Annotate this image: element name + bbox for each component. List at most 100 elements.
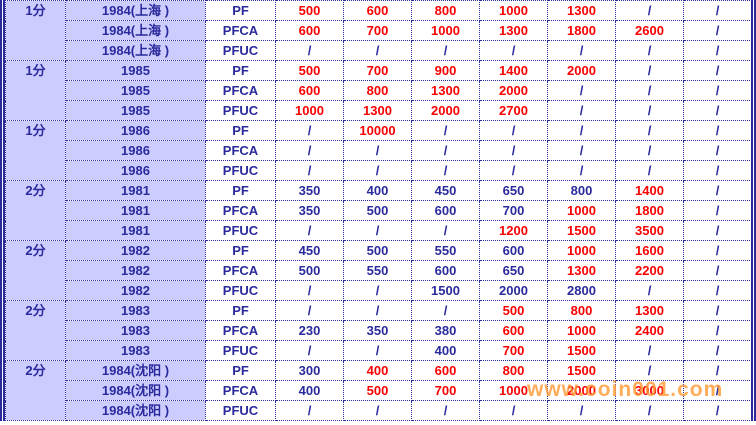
price-cell: / (275, 40, 344, 61)
price-cell: 500 (343, 240, 412, 261)
price-cell: 600 (411, 360, 480, 381)
price-cell: 2200 (615, 260, 684, 281)
price-cell: 350 (343, 320, 412, 341)
year-cell: 1984(上海 ) (65, 20, 206, 41)
price-cell: 380 (411, 320, 480, 341)
grade-cell: PFUC (205, 40, 276, 61)
price-cell: / (615, 140, 684, 161)
price-cell: 2000 (547, 60, 616, 81)
price-cell: / (615, 160, 684, 181)
price-cell: / (683, 160, 752, 181)
price-cell: / (343, 40, 412, 61)
price-cell: 2000 (479, 280, 548, 301)
table-row: 2分 1982 PF 450 500 550 600 1000 1600/ (5, 240, 752, 301)
price-cell: / (683, 220, 752, 241)
price-cell: 450 (411, 180, 480, 201)
table-row: 1982 PFCA 500 550 600 650 1300 2200/ (6, 260, 752, 281)
price-cell: / (343, 140, 412, 161)
grade-cell: PFUC (205, 340, 276, 361)
price-cell: 350 (275, 180, 344, 201)
price-cell: / (683, 340, 752, 361)
price-cell: 1800 (547, 20, 616, 41)
price-cell: / (683, 400, 752, 421)
denomination-label: 2分 (25, 183, 46, 198)
price-cell: 1300 (343, 100, 412, 121)
price-cell: 700 (411, 380, 480, 401)
table-row: 1983 PFCA 230 350 380 600 1000 2400/ (6, 320, 752, 341)
price-cell: 700 (479, 200, 548, 221)
price-cell: / (615, 340, 684, 361)
table-row: 1981 PFUC / //1200 1500 3500/ (6, 220, 752, 241)
price-cell: / (683, 180, 752, 201)
price-cell: / (547, 100, 616, 121)
price-cell: / (683, 380, 752, 401)
price-cell: 2800 (547, 280, 616, 301)
price-cell: / (683, 80, 752, 101)
denomination-label: 1分 (25, 3, 46, 18)
denomination-cell: 1分 (5, 120, 66, 181)
price-cell: 1000 (275, 100, 344, 121)
grade-cell: PFUC (205, 220, 276, 241)
denomination-cell: 2分 (5, 240, 66, 301)
price-cell: / (275, 120, 344, 141)
table-row: 1986 PFUC / / / / / / / (6, 160, 752, 181)
price-cell: 800 (547, 180, 616, 201)
denomination-label: 1分 (25, 123, 46, 138)
denomination-label: 1分 (25, 63, 46, 78)
price-cell: / (683, 100, 752, 121)
price-cell: / (683, 320, 752, 341)
denomination-label: 2分 (25, 303, 46, 318)
price-cell: / (683, 360, 752, 381)
price-cell: 500 (275, 260, 344, 281)
price-cell: 2400 (615, 320, 684, 341)
denomination-cell: 2分 (5, 360, 66, 421)
grade-cell: PFCA (205, 20, 276, 41)
price-cell: 400 (275, 380, 344, 401)
table-row: 1984(上海 ) PFCA 600 700 1000 1300 1800 2600/ (6, 20, 752, 41)
price-cell: 700 (343, 60, 412, 81)
price-cell: / (343, 220, 412, 241)
price-cell: 3500 (615, 220, 684, 241)
table-row: 2分 1984(沈阳 ) PF 300 400 600 800 1500// (5, 360, 752, 421)
price-cell: 1000 (547, 200, 616, 221)
price-cell: 700 (343, 20, 412, 41)
price-cell: / (683, 280, 752, 301)
price-cell: / (547, 40, 616, 61)
price-cell: / (411, 220, 480, 241)
price-cell: 800 (547, 300, 616, 321)
price-cell: 550 (343, 260, 412, 281)
price-cell: 1600 (615, 240, 684, 261)
grade-cell: PF (205, 180, 276, 201)
price-cell: / (479, 160, 548, 181)
grade-cell: PF (205, 0, 276, 21)
price-cell: 1500 (547, 220, 616, 241)
price-cell: / (275, 140, 344, 161)
table-row: 1984(上海 ) PFUC / / / / / / / (6, 40, 752, 61)
price-cell: 500 (275, 60, 344, 81)
year-cell: 1983 (65, 320, 206, 341)
grade-cell: PFUC (205, 160, 276, 181)
price-cell: / (411, 140, 480, 161)
year-cell: 1984(上海 ) (65, 0, 206, 21)
price-cell: / (615, 120, 684, 141)
price-cell: 1300 (547, 260, 616, 281)
table-row: 1分 1985 PF 500 700 900 1400 2000// (5, 60, 752, 121)
grade-cell: PF (205, 60, 276, 81)
grade-cell: PFCA (205, 260, 276, 281)
price-cell: / (275, 300, 344, 321)
price-cell: / (479, 140, 548, 161)
price-cell: 230 (275, 320, 344, 341)
grade-cell: PF (205, 360, 276, 381)
price-cell: 500 (479, 300, 548, 321)
price-cell: / (547, 400, 616, 421)
grade-cell: PFUC (205, 100, 276, 121)
year-cell: 1984(上海 ) (65, 40, 206, 61)
price-cell: / (479, 400, 548, 421)
table-row: 1分 1984(上海 ) PF 500 600 800 1000 1300// (5, 0, 752, 61)
price-cell: / (411, 400, 480, 421)
price-cell: 800 (411, 0, 480, 21)
price-cell: 1400 (479, 60, 548, 81)
price-cell: 500 (343, 200, 412, 221)
